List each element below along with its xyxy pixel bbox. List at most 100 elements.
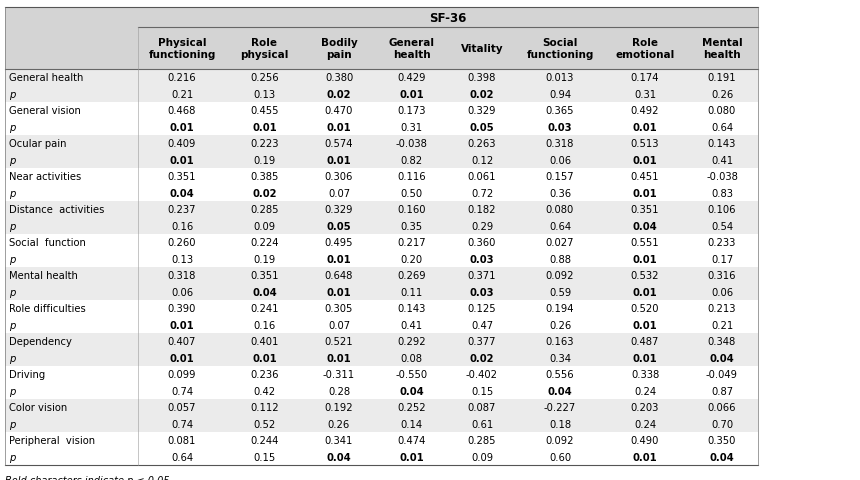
- Bar: [5, 383, 758, 399]
- Bar: [5, 168, 758, 185]
- Text: 0.01: 0.01: [633, 122, 657, 132]
- Text: 0.02: 0.02: [252, 188, 277, 198]
- Text: 0.16: 0.16: [171, 221, 194, 231]
- Text: p: p: [9, 287, 15, 297]
- Text: 0.143: 0.143: [397, 304, 426, 313]
- Text: Dependency: Dependency: [9, 336, 72, 347]
- Text: 0.05: 0.05: [327, 221, 352, 231]
- Text: 0.28: 0.28: [328, 386, 350, 396]
- Text: Social
functioning: Social functioning: [526, 38, 593, 60]
- Text: 0.116: 0.116: [397, 172, 426, 182]
- Text: 0.174: 0.174: [630, 73, 660, 83]
- Text: 0.72: 0.72: [471, 188, 493, 198]
- Text: 0.192: 0.192: [325, 402, 353, 412]
- Text: 0.532: 0.532: [630, 271, 660, 281]
- Bar: [5, 202, 758, 218]
- Text: 0.15: 0.15: [254, 452, 275, 462]
- Text: 0.574: 0.574: [325, 139, 353, 149]
- Text: p: p: [9, 320, 15, 330]
- Text: 0.306: 0.306: [325, 172, 353, 182]
- Text: 0.551: 0.551: [630, 238, 660, 248]
- Bar: [5, 103, 758, 119]
- Bar: [5, 333, 758, 350]
- Text: p: p: [9, 452, 15, 462]
- Text: 0.182: 0.182: [468, 205, 496, 215]
- Text: 0.292: 0.292: [397, 336, 426, 347]
- Text: 0.04: 0.04: [710, 452, 734, 462]
- Text: 0.01: 0.01: [252, 353, 277, 363]
- Text: General
health: General health: [389, 38, 434, 60]
- Text: 0.351: 0.351: [250, 271, 279, 281]
- Text: -0.038: -0.038: [396, 139, 427, 149]
- Text: Social  function: Social function: [9, 238, 86, 248]
- Text: 0.47: 0.47: [471, 320, 493, 330]
- Text: 0.11: 0.11: [401, 287, 422, 297]
- Text: 0.01: 0.01: [633, 452, 657, 462]
- Text: 0.365: 0.365: [546, 106, 574, 116]
- Text: 0.82: 0.82: [401, 156, 422, 166]
- Text: 0.236: 0.236: [250, 370, 279, 380]
- Bar: [5, 284, 758, 300]
- Bar: [5, 449, 758, 465]
- Text: 0.59: 0.59: [549, 287, 571, 297]
- Text: 0.350: 0.350: [708, 435, 736, 445]
- Text: -0.038: -0.038: [706, 172, 738, 182]
- Text: 0.06: 0.06: [549, 156, 571, 166]
- Text: 0.027: 0.027: [546, 238, 574, 248]
- Text: Mental
health: Mental health: [702, 38, 742, 60]
- Text: 0.15: 0.15: [471, 386, 493, 396]
- Text: 0.26: 0.26: [549, 320, 571, 330]
- Text: 0.451: 0.451: [630, 172, 660, 182]
- Text: 0.02: 0.02: [327, 90, 351, 99]
- Text: 0.495: 0.495: [325, 238, 353, 248]
- Text: 0.244: 0.244: [250, 435, 279, 445]
- Text: -0.402: -0.402: [466, 370, 498, 380]
- Text: 0.260: 0.260: [168, 238, 196, 248]
- Text: 0.14: 0.14: [401, 419, 422, 429]
- Text: Vitality: Vitality: [461, 44, 503, 54]
- Text: 0.106: 0.106: [708, 205, 736, 215]
- Text: 0.64: 0.64: [711, 122, 733, 132]
- Text: 0.163: 0.163: [546, 336, 574, 347]
- Text: 0.35: 0.35: [401, 221, 422, 231]
- Text: 0.74: 0.74: [171, 386, 193, 396]
- Text: 0.21: 0.21: [711, 320, 733, 330]
- Text: 0.01: 0.01: [399, 90, 424, 99]
- Text: 0.03: 0.03: [470, 254, 494, 264]
- Text: 0.06: 0.06: [711, 287, 733, 297]
- Text: 0.398: 0.398: [468, 73, 496, 83]
- Text: 0.31: 0.31: [634, 90, 656, 99]
- Text: 0.066: 0.066: [708, 402, 736, 412]
- Text: p: p: [9, 90, 15, 99]
- Text: 0.19: 0.19: [254, 254, 275, 264]
- Text: 0.099: 0.099: [168, 370, 196, 380]
- Text: 0.490: 0.490: [631, 435, 659, 445]
- Text: 0.13: 0.13: [254, 90, 275, 99]
- Text: 0.241: 0.241: [250, 304, 279, 313]
- Bar: [5, 366, 758, 383]
- Text: 0.407: 0.407: [168, 336, 196, 347]
- Text: Peripheral  vision: Peripheral vision: [9, 435, 95, 445]
- Text: Role
emotional: Role emotional: [616, 38, 674, 60]
- Bar: [5, 235, 758, 251]
- Text: p: p: [9, 353, 15, 363]
- Text: 0.01: 0.01: [327, 122, 352, 132]
- Text: 0.217: 0.217: [397, 238, 426, 248]
- Text: 0.04: 0.04: [252, 287, 277, 297]
- Text: General vision: General vision: [9, 106, 81, 116]
- Text: 0.081: 0.081: [168, 435, 196, 445]
- Text: 0.360: 0.360: [468, 238, 496, 248]
- Text: 0.01: 0.01: [327, 287, 352, 297]
- Text: 0.01: 0.01: [327, 156, 352, 166]
- Text: 0.256: 0.256: [250, 73, 279, 83]
- Bar: [5, 317, 758, 333]
- Text: 0.390: 0.390: [168, 304, 196, 313]
- Text: Driving: Driving: [9, 370, 46, 380]
- Text: 0.52: 0.52: [254, 419, 275, 429]
- Text: 0.04: 0.04: [327, 452, 352, 462]
- Text: 0.87: 0.87: [711, 386, 733, 396]
- Text: 0.01: 0.01: [633, 287, 657, 297]
- Text: 0.112: 0.112: [250, 402, 279, 412]
- Text: 0.04: 0.04: [399, 386, 424, 396]
- Text: Bodily
pain: Bodily pain: [321, 38, 358, 60]
